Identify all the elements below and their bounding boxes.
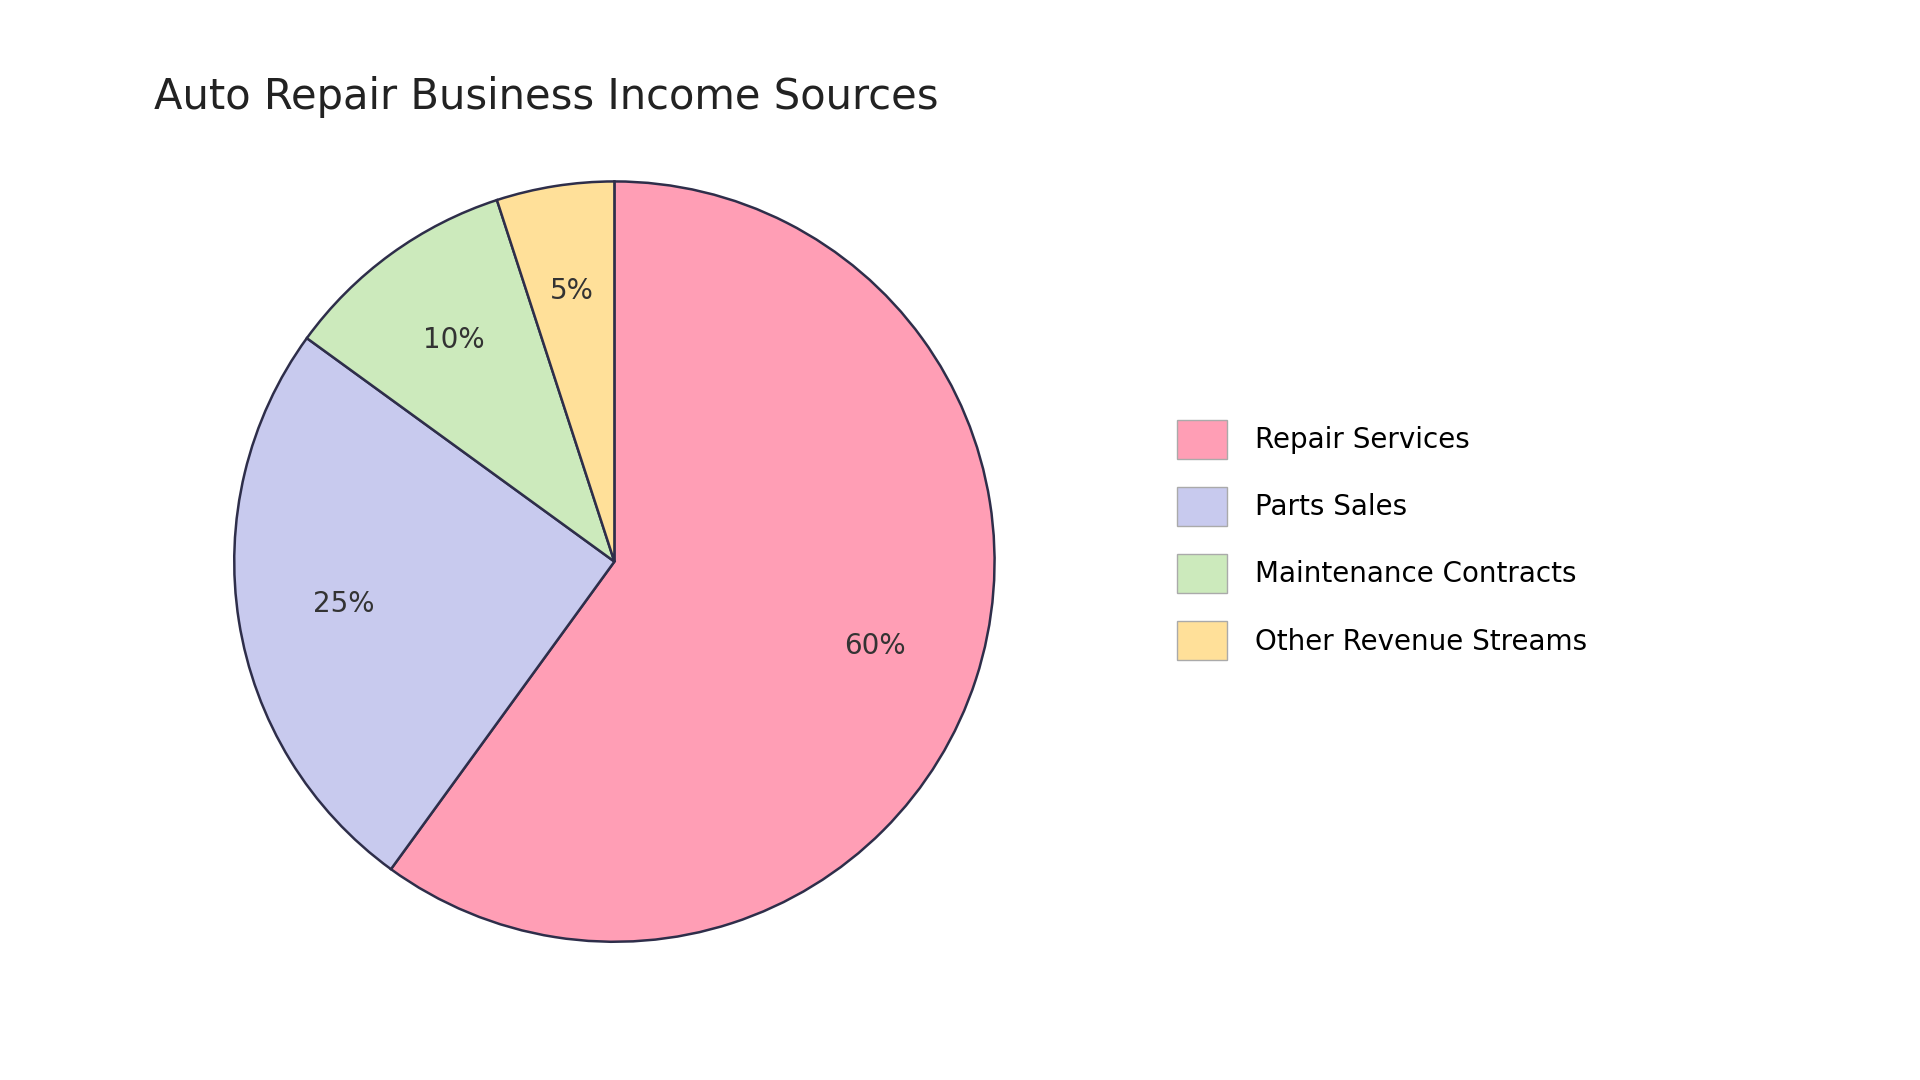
Text: 60%: 60% [845,632,906,660]
Wedge shape [307,200,614,562]
Wedge shape [392,181,995,942]
Text: 25%: 25% [313,591,374,619]
Text: 10%: 10% [422,326,484,354]
Text: Auto Repair Business Income Sources: Auto Repair Business Income Sources [154,76,939,118]
Legend: Repair Services, Parts Sales, Maintenance Contracts, Other Revenue Streams: Repair Services, Parts Sales, Maintenanc… [1165,408,1597,672]
Wedge shape [234,338,614,869]
Text: 5%: 5% [549,278,593,306]
Wedge shape [497,181,614,562]
